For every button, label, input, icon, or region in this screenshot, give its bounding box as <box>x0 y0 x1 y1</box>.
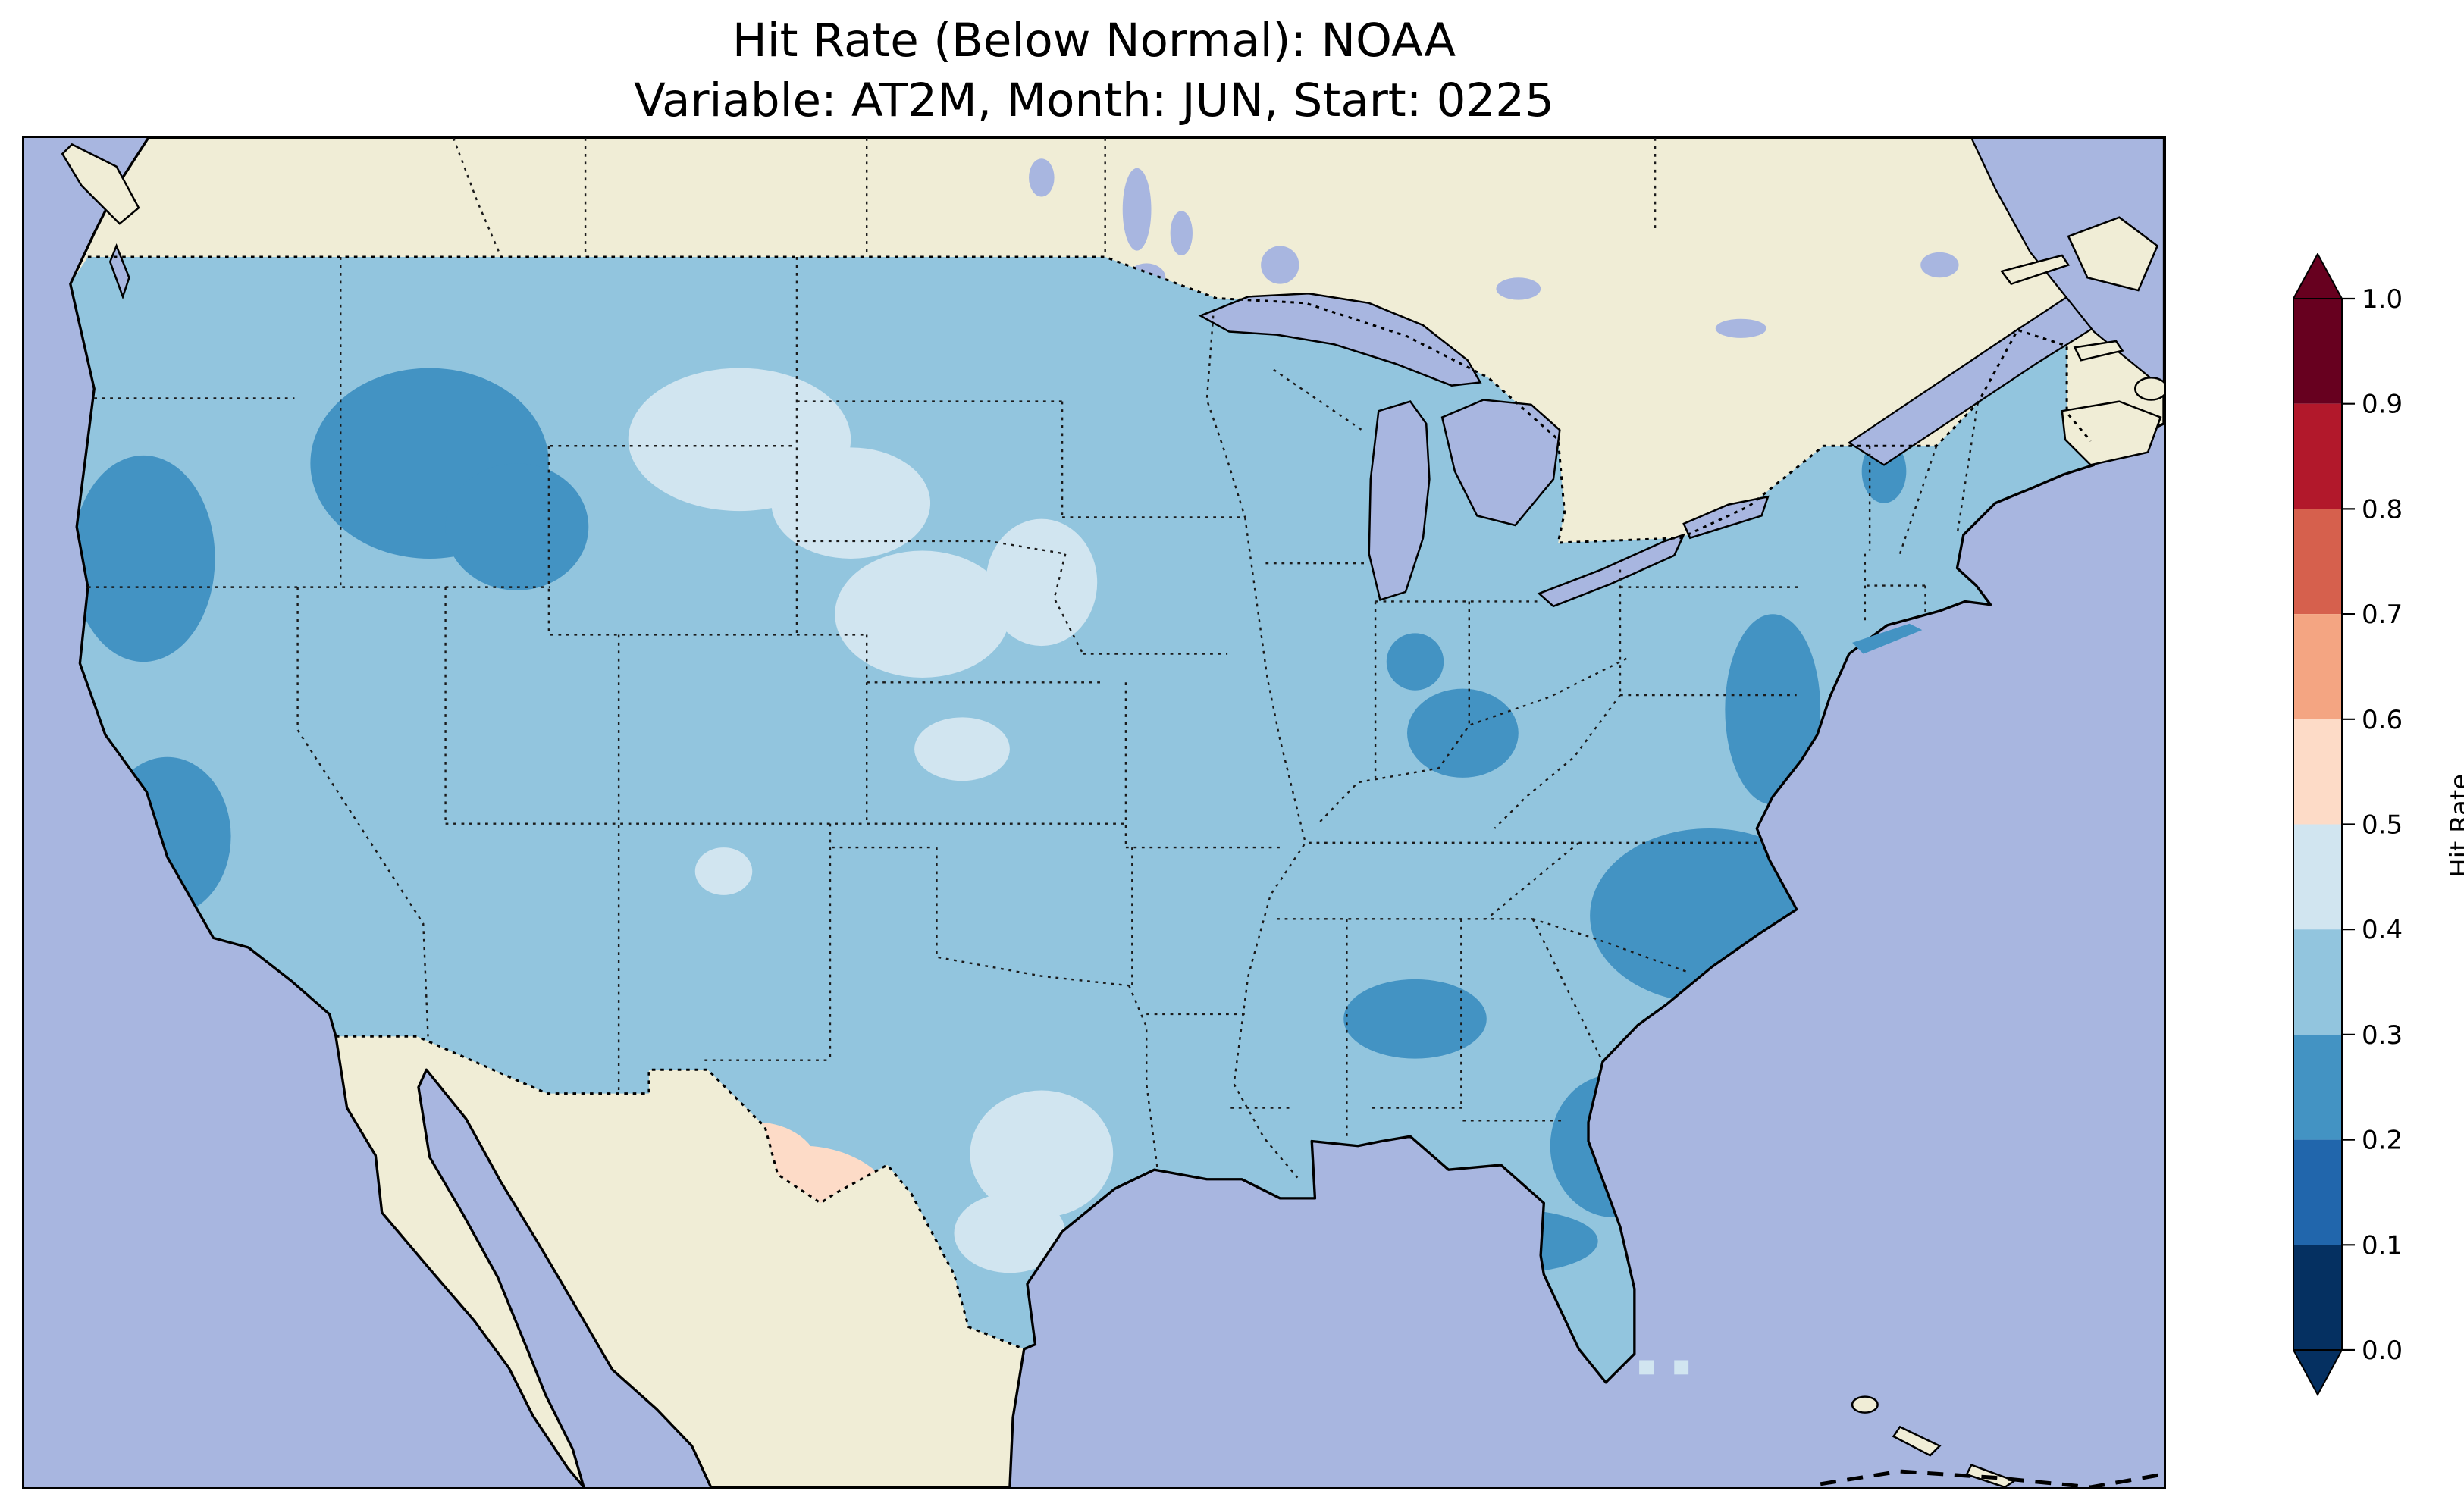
colorbar-segment <box>2293 1139 2342 1245</box>
international-borders <box>87 255 2092 1351</box>
colorbar-tick-labels: 1.0 0.9 0.8 0.7 0.6 0.5 0.4 0.3 0.2 0.1 … <box>2362 284 2403 1366</box>
colorbar-segment <box>2293 824 2342 930</box>
patch-west-virginia-low <box>1407 688 1519 778</box>
colorbar-tick-label: 0.9 <box>2362 390 2403 420</box>
map-panel <box>22 136 2166 1489</box>
colorbar: 1.0 0.9 0.8 0.7 0.6 0.5 0.4 0.3 0.2 0.1 … <box>2263 252 2453 1420</box>
colorbar-tick-label: 1.0 <box>2362 284 2403 315</box>
patch-indiana-low <box>1386 633 1444 691</box>
lake-erie <box>1537 533 1686 608</box>
patch-kansas-high <box>914 717 1010 781</box>
figure-title: Hit Rate (Below Normal): NOAA Variable: … <box>22 11 2166 131</box>
colorbar-segment <box>2293 509 2342 615</box>
map-svg <box>24 138 2164 1487</box>
colorbar-segment <box>2293 929 2342 1035</box>
bahamas-cuba <box>1820 1395 2163 1487</box>
lake-superior <box>1198 292 1482 387</box>
newfoundland <box>2067 216 2159 292</box>
colorbar-svg: 1.0 0.9 0.8 0.7 0.6 0.5 0.4 0.3 0.2 0.1 … <box>2293 252 2403 1397</box>
colorbar-tick-label: 0.2 <box>2362 1126 2403 1156</box>
colorbar-tick-label: 0.0 <box>2362 1336 2403 1366</box>
prince-edward-island <box>2073 340 2124 362</box>
colorbar-segment <box>2293 403 2342 509</box>
patch-midatlantic-low <box>1725 614 1821 805</box>
colorbar-tick-label: 0.7 <box>2362 600 2403 630</box>
great-lakes <box>1198 292 1770 608</box>
figure-title-line-1: Hit Rate (Below Normal): NOAA <box>732 14 1456 67</box>
patch-minnesota-high <box>986 518 1098 647</box>
state-borders <box>87 257 1979 1179</box>
colorbar-over-arrow <box>2293 254 2342 299</box>
cuba-coast-dashed <box>1820 1469 2163 1487</box>
colorbar-segment <box>2293 614 2342 719</box>
colorbar-under-arrow <box>2293 1350 2342 1395</box>
colorbar-tick-label: 0.5 <box>2362 810 2403 841</box>
colorbar-segment <box>2293 719 2342 825</box>
lake-michigan <box>1368 400 1431 601</box>
anticosti-island <box>2000 254 2071 286</box>
lake-huron <box>1440 399 1561 527</box>
nova-scotia <box>2061 400 2162 466</box>
atlantic-canada-islands <box>2000 216 2164 466</box>
colorbar-axis-label: Hit Rate <box>2445 773 2464 878</box>
figure-title-line-2: Variable: AT2M, Month: JUN, Start: 0225 <box>634 74 1554 128</box>
colorbar-tick-label: 0.8 <box>2362 494 2403 525</box>
colorbar-segment <box>2293 299 2342 404</box>
patch-north-texas-high <box>970 1090 1114 1217</box>
hit-rate-data-patches <box>71 368 1907 1321</box>
colorbar-segment <box>2293 1245 2342 1350</box>
colorbar-tick-label: 0.1 <box>2362 1230 2403 1261</box>
colorbar-tick-label: 0.6 <box>2362 705 2403 735</box>
puget-sound <box>108 243 130 300</box>
colorbar-tick-label: 0.4 <box>2362 915 2403 945</box>
cape-breton <box>2134 376 2164 401</box>
stray-data-cells <box>1639 1360 1689 1375</box>
patch-colorado-high <box>694 847 753 895</box>
long-island <box>1852 623 1923 654</box>
vancouver-island <box>61 143 140 225</box>
patch-norcal-coast-low <box>71 455 215 662</box>
colorbar-ticks <box>2342 297 2355 1351</box>
colorbar-tick-label: 0.3 <box>2362 1020 2403 1051</box>
patch-nebraska-high <box>835 550 1010 678</box>
patch-tennessee-low <box>1343 979 1487 1059</box>
colorbar-segment <box>2293 1034 2342 1140</box>
